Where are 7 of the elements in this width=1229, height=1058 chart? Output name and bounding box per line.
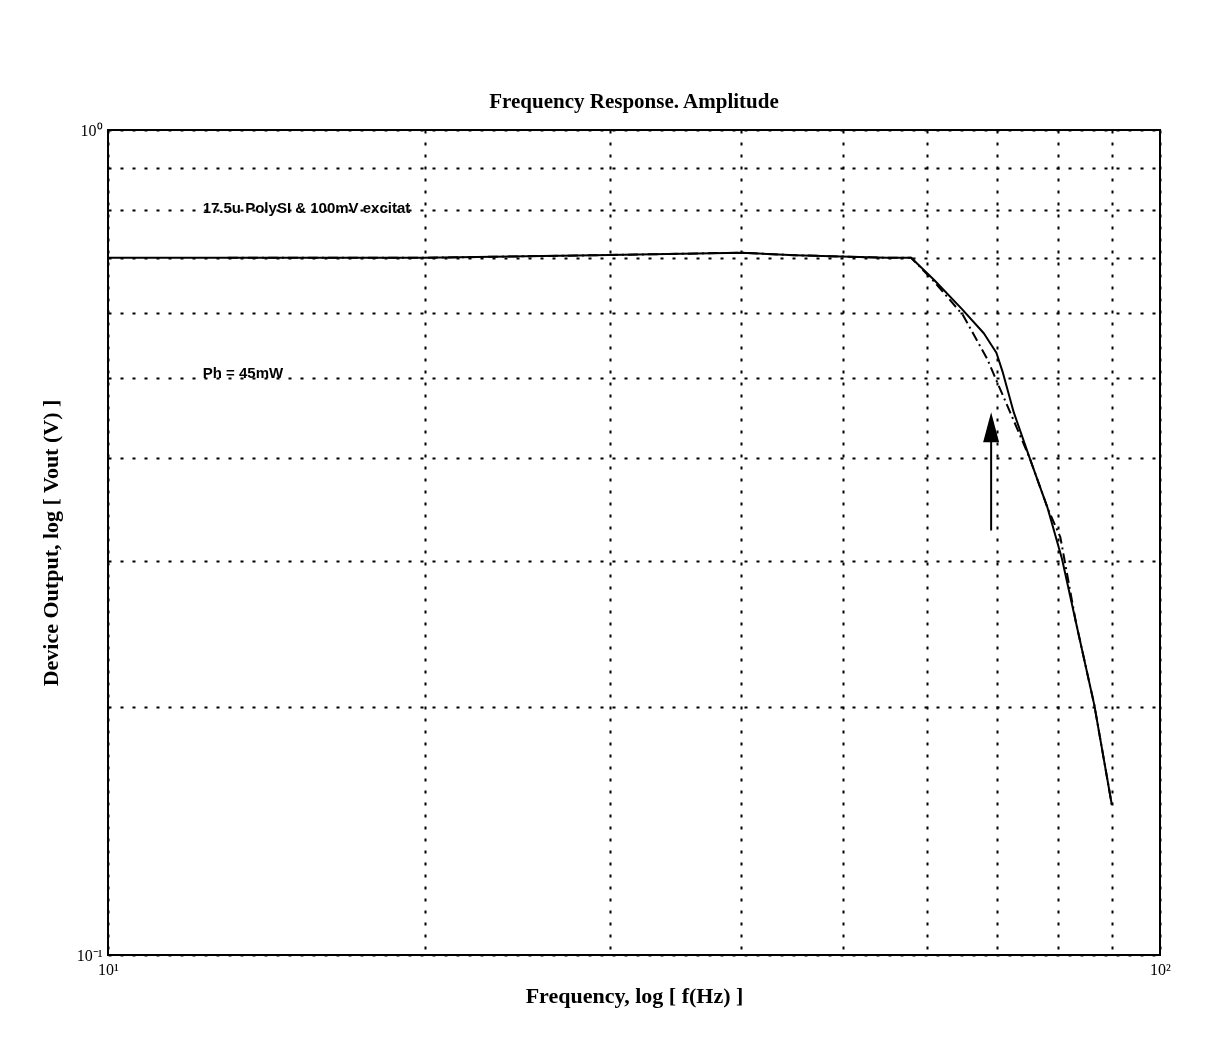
chart-title: Frequency Response. Amplitude [489,89,779,113]
annotation: 17.5u PolySI & 100mV excitat [202,199,411,217]
x-tick-label: 10² [1150,960,1172,978]
annotation: Ph = 45mW [202,364,284,382]
y-axis-title: Device Output, log [ Vout (V) ] [37,399,63,687]
x-axis-title: Frequency, log [ f(Hz) ] [525,982,744,1008]
y-tick-label: 10⁰ [80,121,103,139]
